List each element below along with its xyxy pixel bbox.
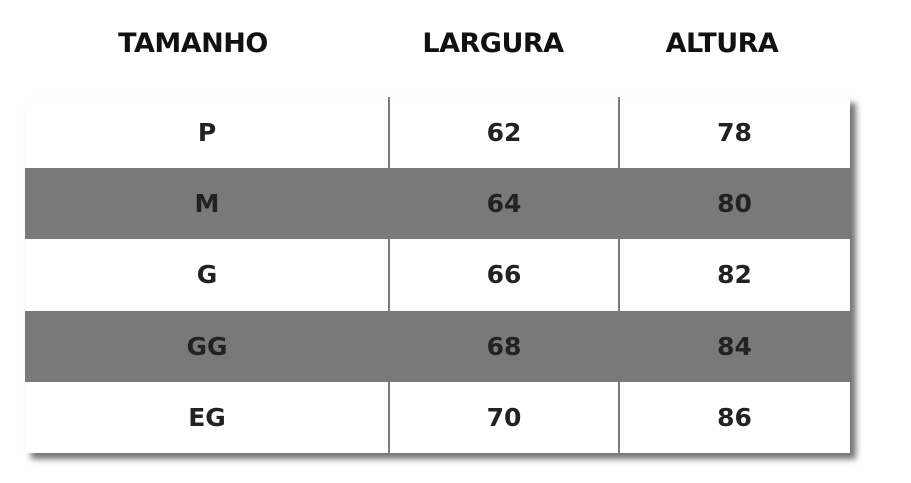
table-cell: GG xyxy=(186,331,228,361)
table-cell: 70 xyxy=(486,402,522,432)
table-cell: M xyxy=(194,189,220,219)
table-row: M 64 80 xyxy=(25,168,850,240)
table-row: EG 70 86 xyxy=(25,382,850,453)
table-cell: 64 xyxy=(486,189,522,219)
table-row: P 62 78 xyxy=(25,97,850,168)
table-cell: 84 xyxy=(717,331,752,361)
size-table: P 62 78 M 64 80 G 66 82 GG 68 84 EG 70 86 xyxy=(25,97,850,453)
column-header: TAMANHO xyxy=(118,28,268,59)
table-cell: 82 xyxy=(717,260,752,290)
table-cell: 78 xyxy=(717,118,752,148)
table-cell: P xyxy=(197,118,217,148)
table-cell: 66 xyxy=(486,260,522,290)
column-divider xyxy=(388,97,390,453)
table-cell: 68 xyxy=(486,331,522,361)
column-header: LARGURA xyxy=(422,28,564,59)
table-cell: 86 xyxy=(717,402,752,432)
column-header: ALTURA xyxy=(665,28,779,59)
table-cell: 80 xyxy=(717,189,752,219)
table-row: GG 68 84 xyxy=(25,310,850,382)
table-cell: EG xyxy=(188,402,226,432)
table-cell: 62 xyxy=(486,118,522,148)
column-divider xyxy=(618,97,620,453)
table-row: G 66 82 xyxy=(25,239,850,310)
table-cell: G xyxy=(196,260,218,290)
